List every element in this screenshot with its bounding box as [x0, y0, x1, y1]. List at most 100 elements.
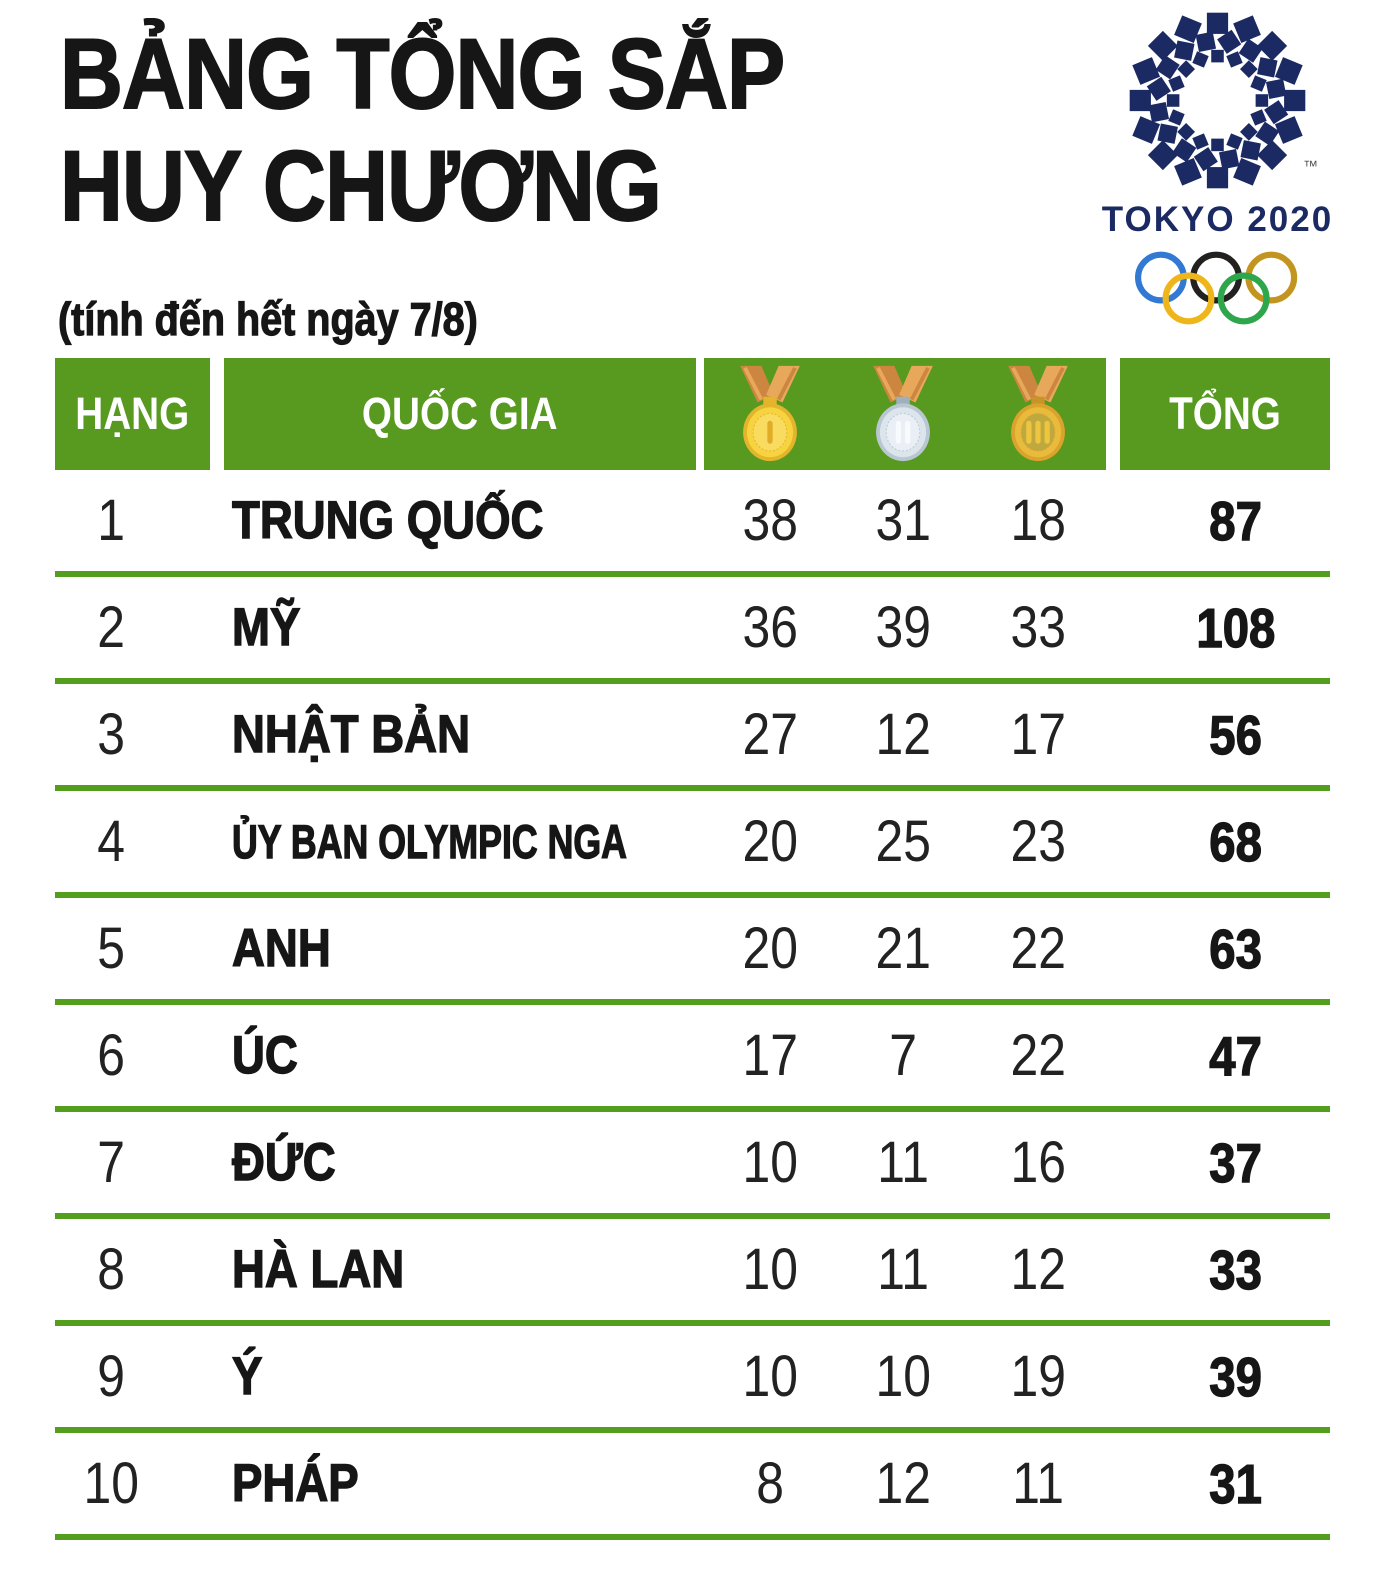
silver-count-text: 11	[877, 1237, 929, 1302]
gold-count-cell: 17	[704, 1005, 836, 1106]
table-row: 8 HÀ LAN 10 11 12 33	[55, 1219, 1330, 1326]
bronze-count-text: 17	[1010, 702, 1066, 767]
bronze-count-text: 18	[1010, 488, 1066, 553]
total-cell: 31	[1120, 1433, 1330, 1534]
rank-cell: 5	[55, 898, 210, 999]
title-line-1: BẢNG TỔNG SẮP	[59, 17, 786, 130]
country-cell: ÚC	[224, 1005, 696, 1106]
bronze-count-text: 16	[1010, 1130, 1066, 1195]
rank-cell: 1	[55, 470, 210, 571]
total-cell: 37	[1120, 1112, 1330, 1213]
silver-count-cell: 25	[836, 791, 970, 892]
country-cell: ỦY BAN OLYMPIC NGA	[224, 791, 696, 892]
header-divider	[1106, 358, 1120, 470]
total-text: 63	[1209, 917, 1263, 980]
medal-table-body: 1 TRUNG QUỐC 38 31 18 87 2 MỸ 36	[55, 470, 1330, 1540]
total-cell: 68	[1120, 791, 1330, 892]
silver-count-cell: 21	[836, 898, 970, 999]
table-header-row: HẠNG QUỐC GIA TỔNG	[55, 358, 1330, 470]
rank-cell: 2	[55, 577, 210, 678]
gold-count-cell: 20	[704, 791, 836, 892]
gold-count-text: 10	[742, 1344, 798, 1409]
gold-count-cell: 38	[704, 470, 836, 571]
olympic-rings-icon	[1134, 251, 1297, 325]
silver-count-text: 7	[889, 1023, 917, 1088]
tokyo-2020-emblem-icon	[1129, 12, 1306, 189]
total-text: 108	[1196, 596, 1276, 659]
rank-cell: 3	[55, 684, 210, 785]
header-gold-column	[704, 358, 836, 470]
total-text: 39	[1209, 1345, 1263, 1408]
rank-text: 3	[97, 702, 126, 767]
country-cell: MỸ	[224, 577, 696, 678]
header-rank-label: HẠNG	[75, 388, 190, 439]
bronze-medal-icon	[1008, 365, 1068, 462]
header-total: TỔNG	[1120, 358, 1330, 470]
gold-count-cell: 20	[704, 898, 836, 999]
gold-count-text: 38	[742, 488, 798, 553]
gold-count-cell: 36	[704, 577, 836, 678]
gold-count-cell: 8	[704, 1433, 836, 1534]
silver-count-cell: 39	[836, 577, 970, 678]
rank-text: 6	[97, 1023, 126, 1088]
total-text: 47	[1209, 1024, 1263, 1087]
gold-count-text: 20	[742, 916, 798, 981]
table-row: 4 ỦY BAN OLYMPIC NGA 20 25 23 68	[55, 791, 1330, 898]
silver-count-text: 39	[875, 595, 931, 660]
subtitle: (tính đến hết ngày 7/8)	[57, 292, 546, 346]
bronze-count-cell: 22	[970, 1005, 1106, 1106]
country-cell: ANH	[224, 898, 696, 999]
bronze-count-text: 23	[1010, 809, 1066, 874]
country-cell: NHẬT BẢN	[224, 684, 696, 785]
gold-count-cell: 10	[704, 1219, 836, 1320]
country-cell: TRUNG QUỐC	[224, 470, 696, 571]
bronze-count-cell: 18	[970, 470, 1106, 571]
page-title: BẢNG TỔNG SẮP HUY CHƯƠNG	[59, 17, 883, 242]
silver-count-text: 21	[875, 916, 931, 981]
gold-count-text: 17	[742, 1023, 798, 1088]
rank-cell: 9	[55, 1326, 210, 1427]
silver-count-cell: 31	[836, 470, 970, 571]
header-rank: HẠNG	[55, 358, 210, 470]
total-cell: 56	[1120, 684, 1330, 785]
medal-table: HẠNG QUỐC GIA TỔNG 1	[55, 358, 1330, 1540]
total-text: 56	[1209, 703, 1263, 766]
gold-medal-icon	[740, 365, 800, 462]
header-total-label: TỔNG	[1169, 388, 1281, 439]
country-text: Ý	[231, 1346, 263, 1406]
total-text: 68	[1209, 810, 1263, 873]
country-text: TRUNG QUỐC	[231, 490, 544, 550]
total-cell: 87	[1120, 470, 1330, 571]
silver-count-cell: 7	[836, 1005, 970, 1106]
gold-count-cell: 10	[704, 1326, 836, 1427]
gold-count-cell: 10	[704, 1112, 836, 1213]
table-row: 2 MỸ 36 39 33 108	[55, 577, 1330, 684]
country-cell: Ý	[224, 1326, 696, 1427]
rank-cell: 6	[55, 1005, 210, 1106]
rank-text: 4	[97, 809, 126, 874]
gold-count-text: 10	[742, 1237, 798, 1302]
bronze-count-cell: 22	[970, 898, 1106, 999]
tokyo-2020-logo: ™ TOKYO 2020	[1095, 0, 1340, 327]
rank-cell: 7	[55, 1112, 210, 1213]
country-text: MỸ	[231, 597, 301, 657]
silver-count-cell: 12	[836, 684, 970, 785]
table-row: 6 ÚC 17 7 22 47	[55, 1005, 1330, 1112]
country-cell: PHÁP	[224, 1433, 696, 1534]
silver-medal-icon	[873, 365, 933, 462]
header-country-label: QUỐC GIA	[362, 388, 558, 439]
country-text: NHẬT BẢN	[231, 704, 471, 764]
header-bronze-column	[970, 358, 1106, 470]
rank-text: 5	[97, 916, 126, 981]
silver-count-text: 31	[875, 488, 931, 553]
total-cell: 39	[1120, 1326, 1330, 1427]
silver-count-cell: 11	[836, 1112, 970, 1213]
bronze-count-text: 22	[1010, 1023, 1066, 1088]
table-row: 5 ANH 20 21 22 63	[55, 898, 1330, 1005]
bronze-count-text: 33	[1010, 595, 1066, 660]
bronze-count-cell: 19	[970, 1326, 1106, 1427]
table-row: 1 TRUNG QUỐC 38 31 18 87	[55, 470, 1330, 577]
rank-cell: 10	[55, 1433, 210, 1534]
table-row: 3 NHẬT BẢN 27 12 17 56	[55, 684, 1330, 791]
